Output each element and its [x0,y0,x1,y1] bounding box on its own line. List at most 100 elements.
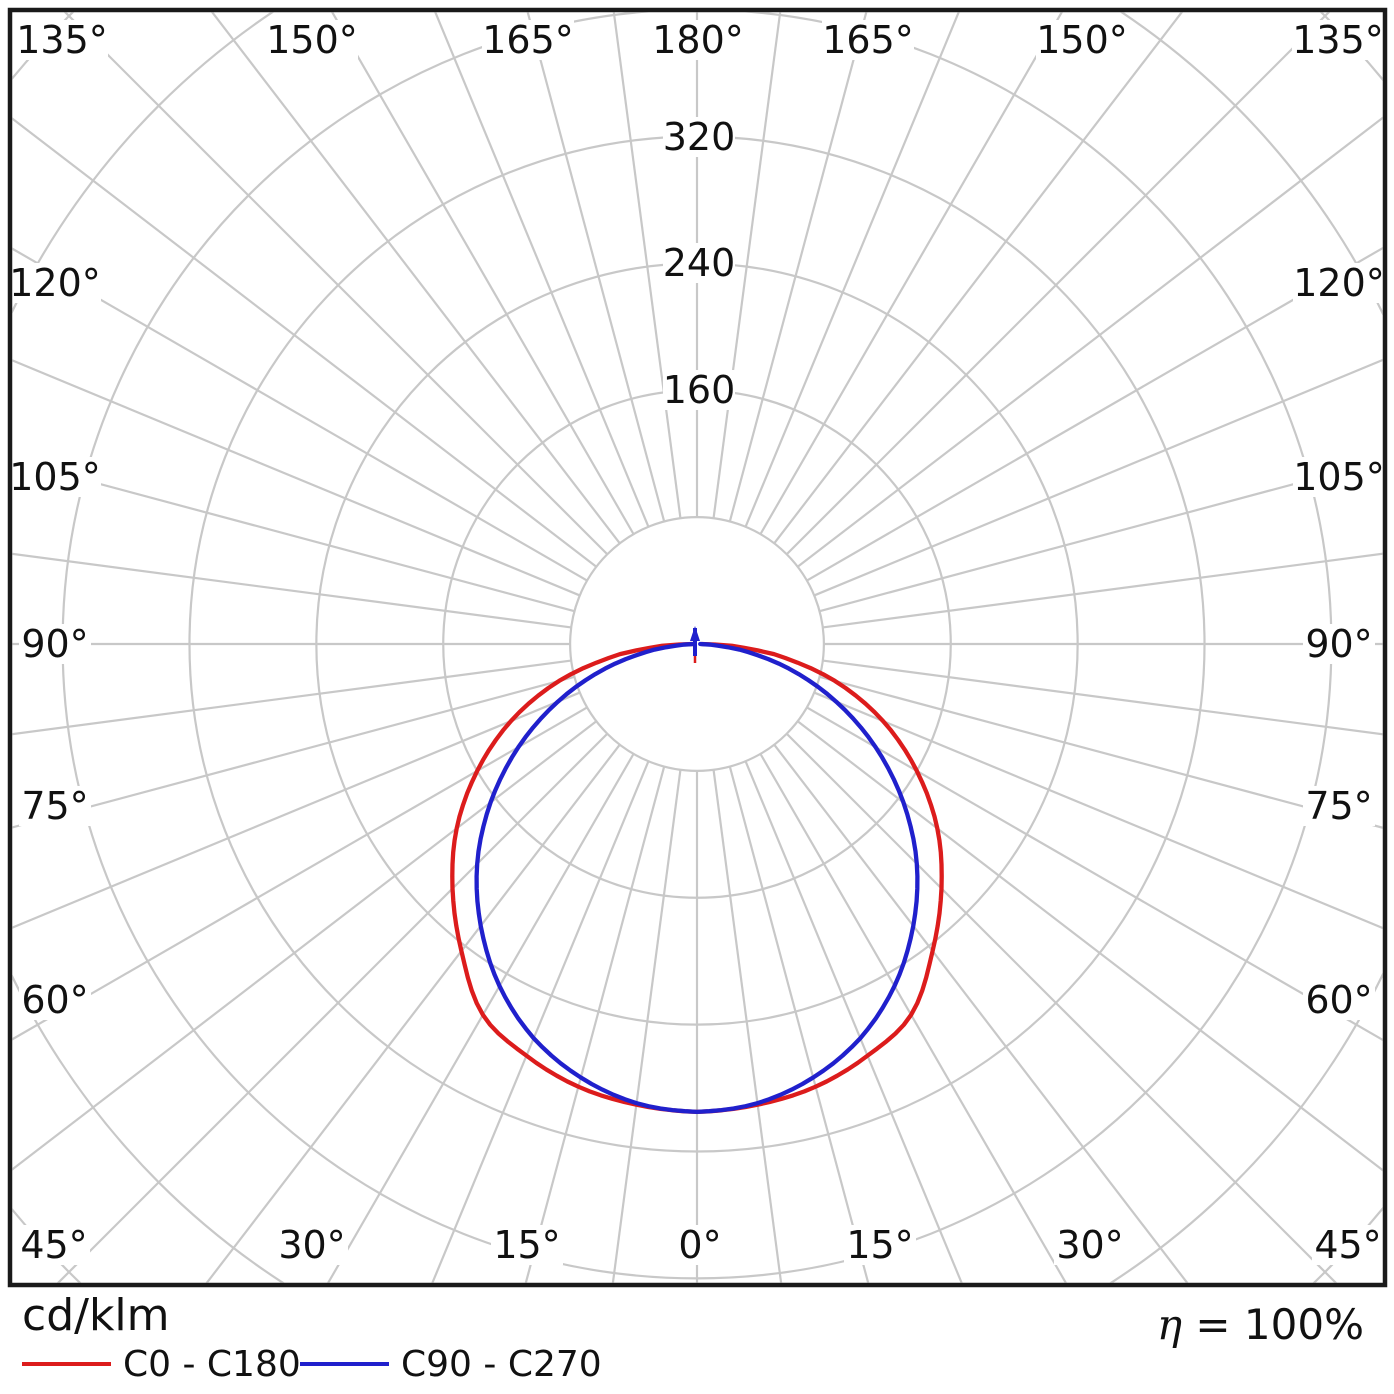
grid-spoke-22.5 [744,760,963,1283]
angle-label-17-45°-mask [18,1225,90,1265]
angle-label-12-90°: 90° [1305,622,1372,666]
angle-label-1-150°: 150° [266,18,358,62]
grid-spoke-60 [806,706,1383,1042]
angle-label-14-75°-mask [1303,786,1375,826]
radial-label-160-mask [663,370,735,410]
angle-label-15-60°: 60° [21,978,88,1022]
grid-spoke-165 [728,12,868,522]
grid-spoke-150 [759,12,1063,535]
radial-label-160: 160 [663,368,736,412]
angle-label-6-135°-mask [1292,20,1384,60]
legend-swatch-red [22,1362,111,1366]
grid-spoke-97.5 [822,552,1383,629]
grid-spoke-255 [12,459,575,613]
angle-label-21-15°-mask [844,1225,916,1265]
grid-spoke-52.5 [796,720,1383,1172]
grid-spoke-345 [524,766,666,1283]
angle-label-20-0°: 0° [678,1223,721,1267]
grid-spoke-15 [728,766,870,1283]
grid-spoke-277.5 [12,659,572,736]
angle-label-23-45°: 45° [1314,1223,1381,1267]
angle-label-22-30°: 30° [1056,1223,1123,1267]
angle-label-4-165°-mask [822,20,914,60]
angle-label-3-180°: 180° [652,18,744,62]
legend-label: C90 - C270 [401,1343,602,1385]
grid-spoke-210 [331,12,635,535]
grid-spoke-232.5 [12,117,598,568]
angle-label-5-150°-mask [1036,20,1128,60]
grid-spoke-240 [12,247,588,582]
legend-swatch-blue [300,1362,389,1366]
grid-spoke-337.5 [431,760,650,1283]
angle-label-20-0°-mask [674,1225,726,1265]
grid-spoke-37.5 [773,743,1189,1283]
angle-label-3-180°-mask [652,20,744,60]
angle-label-15-60°-mask [19,980,91,1020]
angle-label-11-90°: 90° [21,622,88,666]
grid-spoke-307.5 [12,720,598,1171]
efficiency-value: η = 100% [1157,1300,1364,1349]
grid-spoke-315 [56,732,609,1283]
angle-label-21-15°: 15° [846,1223,913,1267]
angle-label-1-150°-mask [266,20,358,60]
grid-spoke-217.5 [211,12,621,545]
grid-spoke-292.5 [12,691,581,929]
grid-spoke-187.5 [612,12,682,519]
angle-label-8-120°-mask [1293,263,1385,303]
angle-label-16-60°-mask [1303,980,1375,1020]
grid-spoke-195 [526,12,666,522]
grid-spoke-330 [327,753,635,1283]
grid-spoke-172.5 [712,12,782,519]
grid-spoke-202.5 [434,12,650,528]
angle-label-4-165°: 165° [822,18,914,62]
angle-label-19-15°-mask [491,1225,563,1265]
angle-label-18-30°: 30° [278,1223,345,1267]
legend-label: C0 - C180 [123,1343,301,1385]
grid-spoke-112.5 [813,358,1383,597]
angle-label-17-45°: 45° [20,1223,87,1267]
grid-spoke-105 [819,459,1383,613]
radial-label-240: 240 [663,241,736,285]
angle-label-23-45°-mask [1312,1225,1384,1265]
grid-spoke-82.5 [822,659,1383,736]
angle-label-18-30°-mask [276,1225,348,1265]
angle-label-19-15°: 15° [493,1223,560,1267]
angle-label-8-120°: 120° [1293,261,1385,305]
eta-symbol: η [1156,1300,1183,1349]
spike-arrowhead [690,626,700,641]
angle-label-2-165°: 165° [482,18,574,62]
grid-spoke-75 [819,675,1383,829]
grid-spoke-142.5 [773,12,1183,545]
angle-label-7-120°: 120° [9,261,101,305]
grid-spoke-225 [63,12,609,556]
angle-label-10-105°: 105° [1293,455,1385,499]
angle-label-0-135°-mask [16,20,108,60]
grid-spoke-157.5 [744,12,960,528]
angle-label-9-105°: 105° [9,455,101,499]
curve-c90-c270 [474,641,920,1115]
grid-spoke-7.5 [712,769,783,1283]
angle-label-14-75°: 75° [1305,784,1372,828]
angle-label-22-30°-mask [1054,1225,1126,1265]
eta-rest: = 100% [1182,1300,1364,1349]
grid-spoke-127.5 [796,116,1383,568]
angle-label-11-90°-mask [19,624,91,664]
legend: C0 - C180 C90 - C270 [0,1343,1394,1385]
grid-spoke-262.5 [12,552,572,629]
angle-label-9-105°-mask [9,457,101,497]
angle-label-6-135°: 135° [1292,18,1384,62]
chart-frame [7,7,1388,1288]
grid-spoke-30 [759,753,1067,1283]
units-label: cd/klm [22,1290,170,1341]
angle-label-0-135°: 135° [16,18,108,62]
grid-spoke-300 [12,706,588,1041]
radial-label-320: 320 [663,115,736,159]
radial-label-240-mask [663,243,735,283]
grid-spoke-120 [806,246,1383,582]
angle-label-7-120°-mask [9,263,101,303]
angle-label-10-105°-mask [1293,457,1385,497]
grid-spoke-67.5 [813,691,1383,930]
legend-item-c90-c270: C90 - C270 [300,1343,602,1385]
